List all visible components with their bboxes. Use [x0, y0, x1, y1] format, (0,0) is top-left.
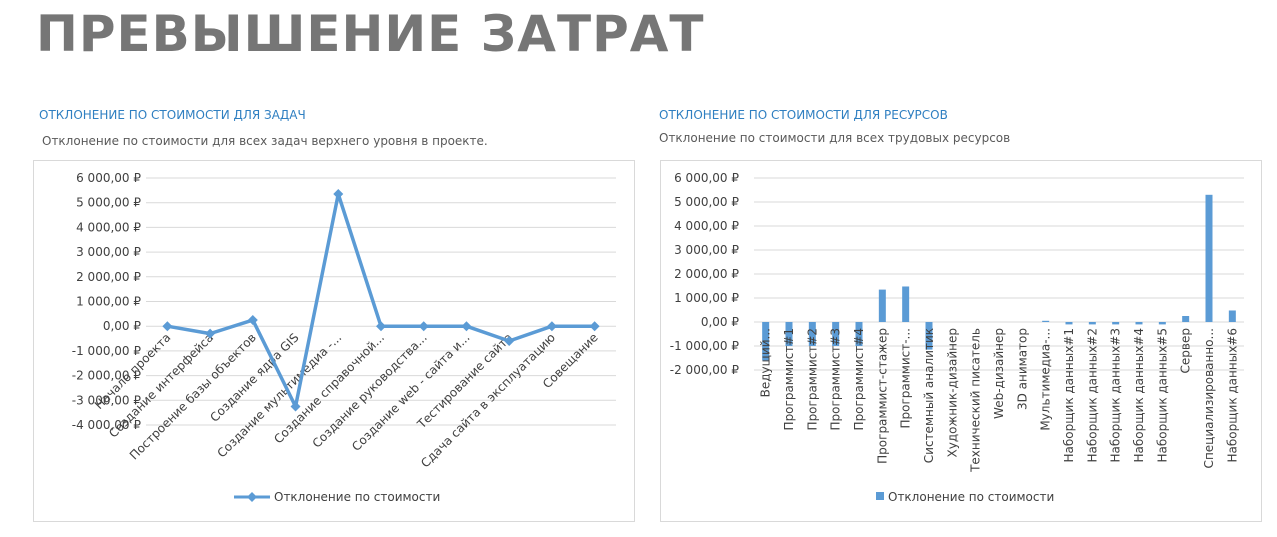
tasks-section-description: Отклонение по стоимости для всех задач в…	[42, 134, 488, 148]
bar	[1112, 322, 1120, 325]
bar	[832, 322, 840, 346]
bar	[1182, 316, 1190, 322]
data-point	[589, 321, 600, 332]
y-tick-label: -3 000,00 ₽	[72, 393, 142, 407]
bar	[1042, 320, 1050, 322]
bar	[1228, 310, 1236, 322]
data-point	[504, 336, 515, 347]
x-tick-label: Наборщик данных#2	[1085, 328, 1099, 463]
legend-marker	[247, 492, 257, 502]
resources-bar-chart: 6 000,00 ₽ 5 000,00 ₽ 4 000,00 ₽ 3 000,00 ₽…	[670, 171, 1244, 504]
x-tick-label: Наборщик данных#5	[1155, 328, 1169, 463]
x-tick-label: Наборщик данных#4	[1132, 328, 1146, 463]
y-tick-label: -2 000,00 ₽	[72, 369, 142, 383]
bar	[785, 322, 793, 346]
bar	[925, 322, 933, 350]
data-point	[376, 321, 386, 332]
x-tick-label: Программист#1	[782, 328, 796, 430]
y-tick-label: -1 000,00 ₽	[72, 344, 142, 358]
bar	[902, 286, 910, 322]
resources-section-heading: ОТКЛОНЕНИЕ ПО СТОИМОСТИ ДЛЯ РЕСУРСОВ	[659, 108, 948, 122]
bar	[1158, 322, 1166, 325]
bar	[762, 322, 770, 361]
y-tick-label: -1 000,00 ₽	[670, 339, 740, 353]
x-tick-label: Программист#2	[805, 328, 819, 430]
data-point	[546, 321, 557, 332]
x-tick-label: Системный аналитик	[922, 328, 936, 463]
legend-marker	[876, 492, 884, 500]
data-point	[290, 401, 301, 412]
x-tick-label: 3D аниматор	[1015, 328, 1029, 410]
resources-section-description: Отклонение по стоимости для всех трудовы…	[659, 131, 1011, 145]
y-tick-label: 3 000,00 ₽	[674, 243, 739, 257]
y-tick-label: 0,00 ₽	[701, 315, 740, 329]
x-tick-label: Наборщик данных#6	[1225, 328, 1239, 463]
bar	[1205, 194, 1213, 322]
data-point	[461, 321, 472, 332]
bar	[878, 289, 886, 322]
data-point	[247, 315, 258, 326]
legend: Отклонение по стоимости	[876, 490, 1054, 504]
bar	[1088, 322, 1096, 325]
legend: Отклонение по стоимости	[234, 490, 440, 504]
tasks-section-heading: ОТКЛОНЕНИЕ ПО СТОИМОСТИ ДЛЯ ЗАДАЧ	[39, 108, 306, 122]
x-tick-label: Ведущий...	[759, 328, 773, 397]
legend-label: Отклонение по стоимости	[274, 490, 440, 504]
y-tick-label: 6 000,00 ₽	[76, 171, 141, 185]
resources-cost-variance-section: ОТКЛОНЕНИЕ ПО СТОИМОСТИ ДЛЯ РЕСУРСОВ Отк…	[640, 100, 1277, 537]
y-tick-label: -2 000,00 ₽	[670, 363, 740, 377]
tasks-cost-variance-section: ОТКЛОНЕНИЕ ПО СТОИМОСТИ ДЛЯ ЗАДАЧ Отклон…	[0, 100, 640, 537]
resources-chart: 6 000,00 ₽ 5 000,00 ₽ 4 000,00 ₽ 3 000,00 ₽…	[660, 160, 1262, 522]
x-tick-label: Наборщик данных#3	[1109, 328, 1123, 463]
x-tick-label: Программист-стажер	[875, 328, 889, 464]
data-point	[162, 321, 173, 332]
bar	[1065, 322, 1073, 325]
data-point	[333, 189, 344, 200]
y-tick-label: 0,00 ₽	[103, 319, 142, 333]
y-tick-label: 3 000,00 ₽	[76, 245, 141, 259]
bar	[1135, 322, 1143, 325]
bar	[855, 322, 863, 346]
y-tick-label: -4 000,00 ₽	[72, 418, 142, 432]
y-tick-label: 6 000,00 ₽	[674, 171, 739, 185]
legend-label: Отклонение по стоимости	[888, 490, 1054, 504]
x-tick-label: Программист#4	[852, 328, 866, 430]
x-tick-label: Наборщик данных#1	[1062, 328, 1076, 463]
data-point	[418, 321, 429, 332]
x-tick-label: Технический писатель	[969, 328, 983, 473]
y-tick-label: 5 000,00 ₽	[674, 195, 739, 209]
x-tick-label: Сервер	[1179, 328, 1193, 373]
y-tick-label: 4 000,00 ₽	[674, 219, 739, 233]
page-title: ПРЕВЫШЕНИЕ ЗАТРАТ	[36, 5, 705, 63]
x-tick-label: Программист-...	[899, 328, 913, 429]
x-tick-label: Web-дизайнер	[992, 328, 1006, 419]
y-tick-label: 2 000,00 ₽	[674, 267, 739, 281]
x-tick-label: Программист#3	[829, 328, 843, 430]
y-tick-label: 1 000,00 ₽	[76, 295, 141, 309]
x-tick-label: Мультимедиа-...	[1039, 328, 1053, 431]
x-tick-label: Специализированно...	[1202, 328, 1216, 468]
y-tick-label: 2 000,00 ₽	[76, 270, 141, 284]
y-tick-label: 4 000,00 ₽	[76, 220, 141, 234]
x-tick-label: Художник-дизайнер	[945, 328, 959, 457]
data-point	[205, 328, 216, 339]
y-tick-label: 5 000,00 ₽	[76, 196, 141, 210]
tasks-line-chart: 6 000,00 ₽ 5 000,00 ₽ 4 000,00 ₽ 3 000,00 ₽…	[72, 171, 616, 504]
y-tick-label: 1 000,00 ₽	[674, 291, 739, 305]
tasks-chart: 6 000,00 ₽ 5 000,00 ₽ 4 000,00 ₽ 3 000,00 ₽…	[33, 160, 635, 522]
bar	[808, 322, 816, 346]
